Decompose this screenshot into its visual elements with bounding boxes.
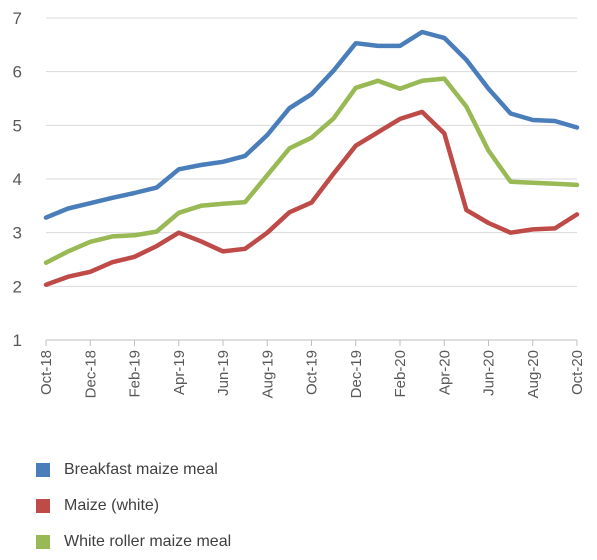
x-tick-label: Oct-20 — [569, 350, 586, 395]
series-line-breakfast-maize-meal — [43, 29, 580, 220]
legend-item-breakfast-maize-meal: Breakfast maize meal — [36, 452, 231, 488]
x-tick-label: Oct-18 — [38, 350, 55, 395]
x-tick-label: Aug-19 — [259, 350, 276, 398]
x-axis: Oct-18 Dec-18 Feb-19 Apr-19 Jun-19 Aug-19 Oct-… — [38, 339, 586, 398]
series-lines — [43, 29, 580, 287]
y-tick-label: 4 — [13, 170, 22, 189]
gridlines — [46, 17, 577, 341]
x-tick-label: Aug-20 — [525, 350, 542, 398]
x-tick-label: Dec-18 — [82, 350, 99, 398]
x-tick-label: Feb-20 — [392, 350, 409, 398]
line-chart: 1 2 3 4 5 6 7 Oct-18 Dec-18 Feb-19 Apr-19 Jun-19 Au… — [13, 9, 586, 398]
legend-swatch — [36, 463, 50, 477]
legend-label: Maize (white) — [64, 497, 160, 514]
legend-label: Breakfast maize meal — [64, 461, 218, 478]
y-tick-label: 1 — [13, 331, 22, 350]
y-tick-label: 6 — [13, 63, 22, 82]
y-tick-label: 3 — [13, 224, 22, 243]
legend-swatch — [36, 499, 50, 513]
y-tick-label: 2 — [13, 277, 22, 296]
legend-label: White roller maize meal — [64, 533, 232, 550]
x-tick-label: Apr-20 — [436, 350, 453, 395]
x-tick-label: Jun-20 — [481, 350, 498, 396]
legend: Breakfast maize meal Maize (white) White… — [36, 452, 231, 560]
legend-item-white-roller-maize-meal: White roller maize meal — [36, 524, 231, 560]
series-line-maize-white — [43, 109, 580, 287]
x-tick-label: Dec-19 — [348, 350, 365, 398]
legend-item-maize-white: Maize (white) — [36, 488, 231, 524]
y-tick-label: 5 — [13, 116, 22, 135]
series-line-white-roller-maize-meal — [43, 76, 580, 265]
x-tick-label: Feb-19 — [127, 350, 144, 398]
x-tick-label: Jun-19 — [215, 350, 232, 396]
y-tick-label: 7 — [13, 9, 22, 28]
x-tick-label: Oct-19 — [304, 350, 321, 395]
y-axis: 1 2 3 4 5 6 7 — [13, 9, 22, 350]
legend-swatch — [36, 535, 50, 549]
x-tick-label: Apr-19 — [171, 350, 188, 395]
